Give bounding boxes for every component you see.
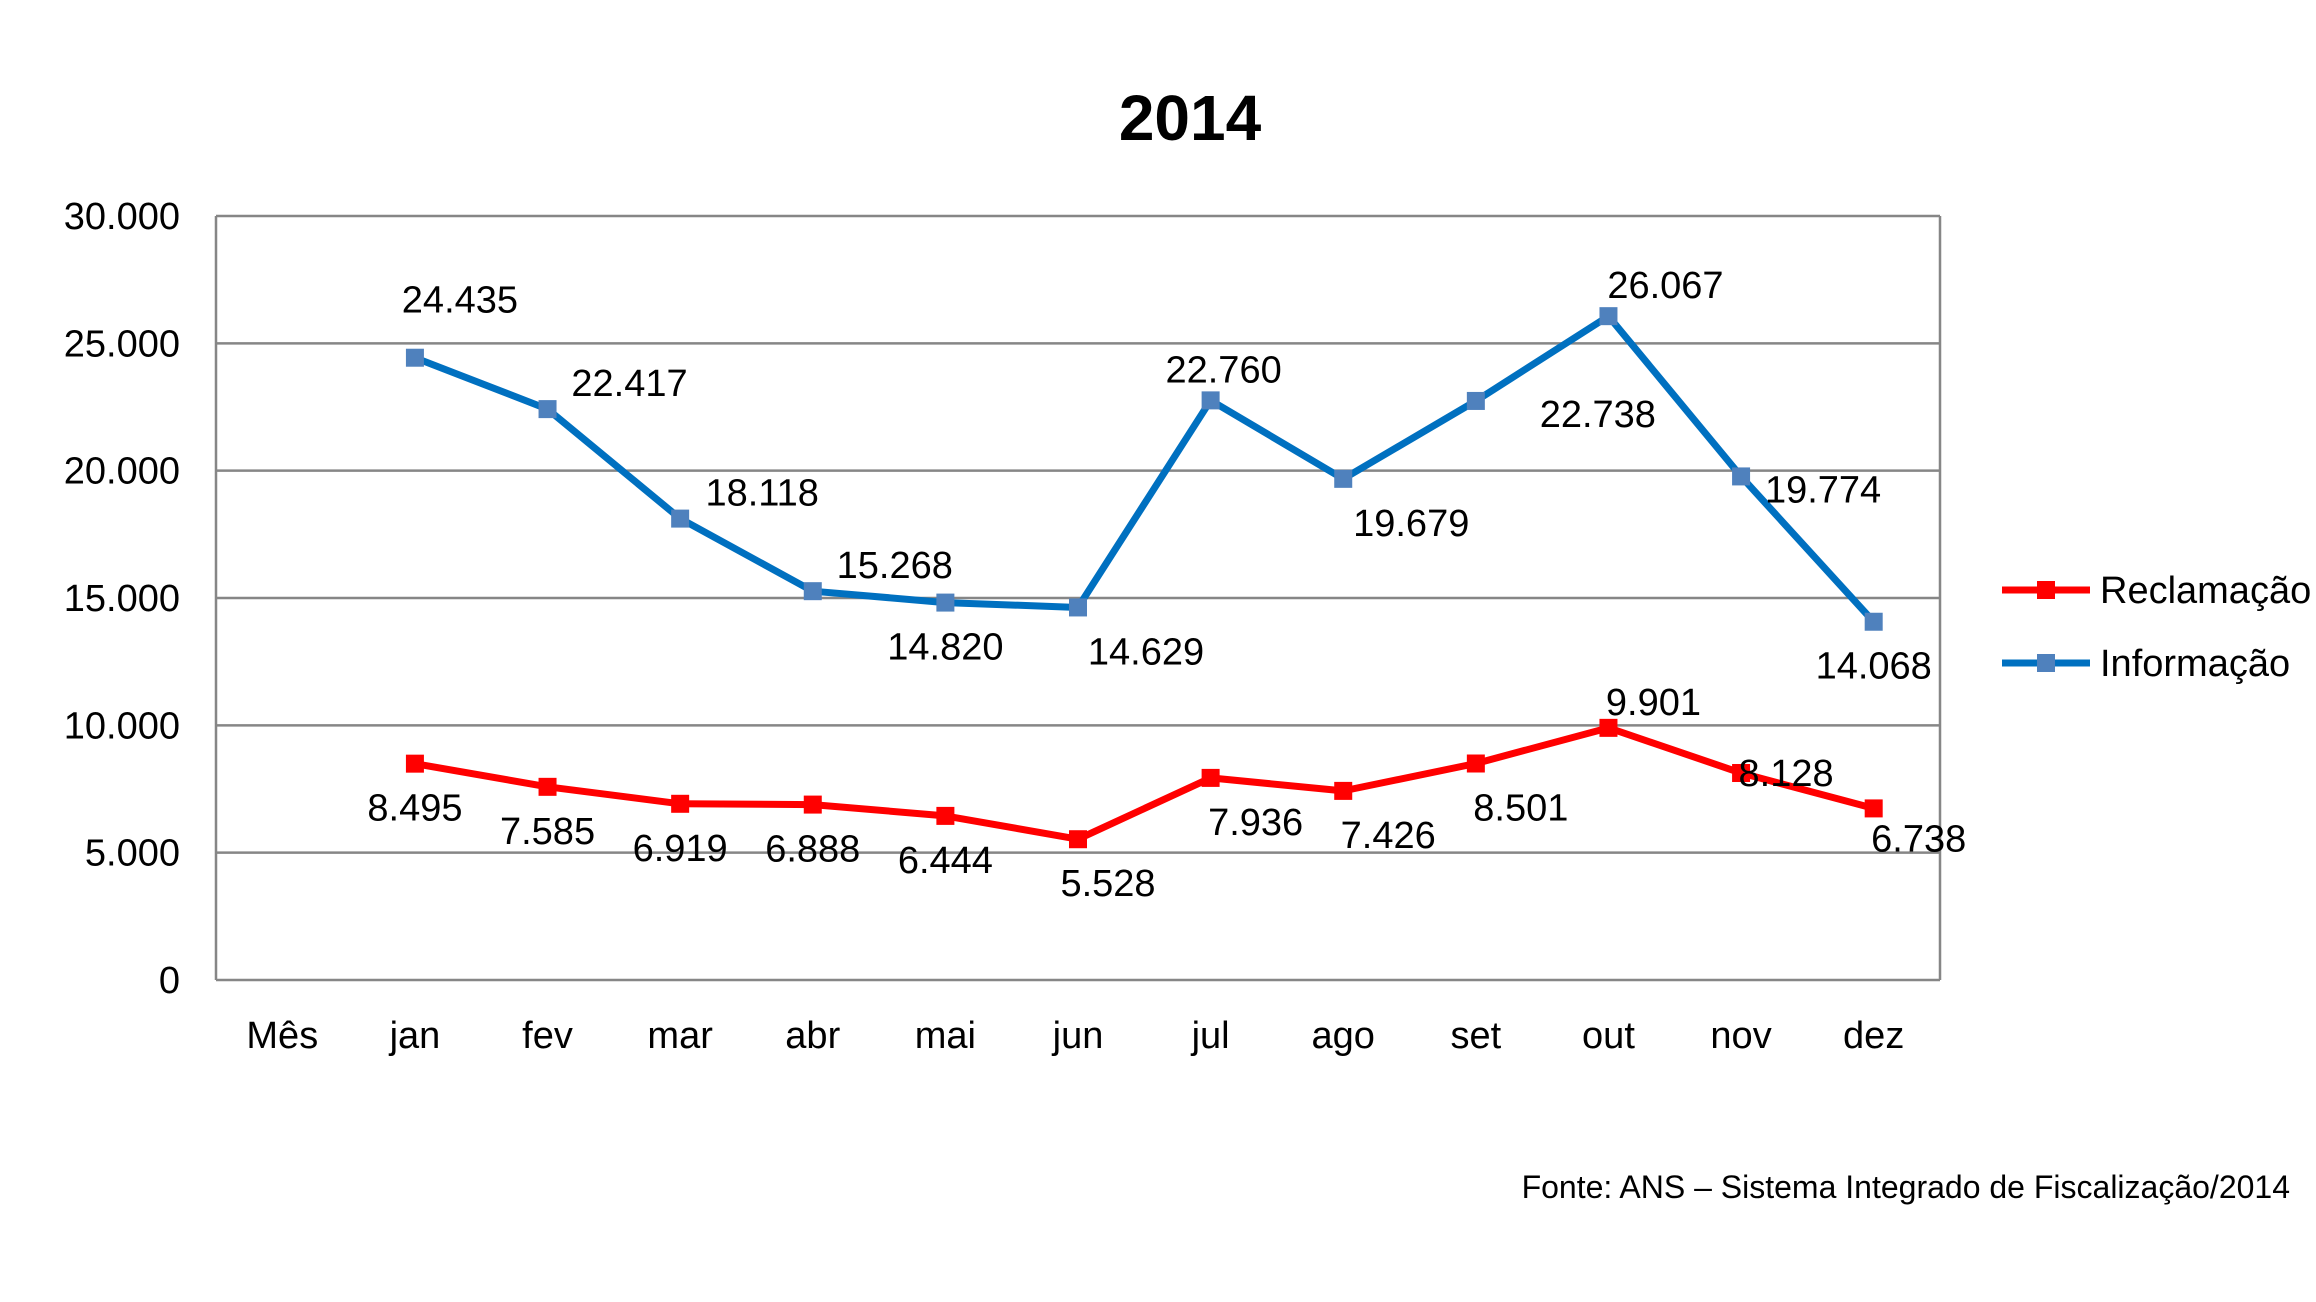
data-label: 22.417 bbox=[571, 363, 687, 405]
x-tick-label: mai bbox=[915, 1015, 976, 1057]
legend-label: Informação bbox=[2100, 643, 2290, 685]
data-label: 7.936 bbox=[1208, 802, 1303, 844]
data-label: 8.501 bbox=[1473, 788, 1568, 830]
data-point bbox=[405, 348, 424, 367]
data-label: 8.128 bbox=[1739, 753, 1834, 795]
y-tick-label: 15.000 bbox=[64, 578, 180, 620]
data-point bbox=[538, 400, 557, 419]
chart-title: 2014 bbox=[1119, 82, 1262, 154]
data-point bbox=[1732, 764, 1751, 783]
x-tick-label: nov bbox=[1710, 1015, 1771, 1057]
data-point bbox=[1864, 799, 1883, 818]
y-tick-label: 0 bbox=[159, 960, 180, 1002]
x-tick-label: jun bbox=[1052, 1015, 1104, 1057]
data-label: 24.435 bbox=[402, 280, 518, 322]
x-tick-label: set bbox=[1450, 1015, 1501, 1057]
data-label: 26.067 bbox=[1607, 265, 1723, 307]
data-label: 19.774 bbox=[1765, 469, 1881, 511]
legend-label: Reclamação bbox=[2100, 570, 2311, 612]
data-point bbox=[1732, 467, 1751, 486]
data-label: 6.888 bbox=[765, 829, 860, 871]
data-label: 6.919 bbox=[633, 828, 728, 870]
data-labels: 8.495 7.585 6.919 6.888 6.444 5.528 7.936 7.426… bbox=[367, 265, 1966, 905]
x-tick-label: Mês bbox=[246, 1015, 318, 1057]
series-line-informacao bbox=[413, 312, 1877, 625]
data-point bbox=[1466, 754, 1485, 773]
data-point bbox=[1334, 781, 1353, 800]
data-point bbox=[936, 593, 955, 612]
data-label: 14.629 bbox=[1088, 631, 1204, 673]
data-label: 5.528 bbox=[1060, 863, 1155, 905]
x-tick-label: dez bbox=[1843, 1015, 1904, 1057]
data-point bbox=[803, 582, 822, 601]
data-point bbox=[1201, 391, 1220, 410]
data-point bbox=[1466, 391, 1485, 410]
data-point bbox=[671, 794, 690, 813]
x-tick-label: fev bbox=[522, 1015, 573, 1057]
x-tick-label: out bbox=[1582, 1015, 1635, 1057]
data-point bbox=[1599, 307, 1618, 326]
series-group bbox=[405, 307, 1883, 849]
y-tick-label: 5.000 bbox=[85, 833, 180, 875]
data-point bbox=[1201, 768, 1220, 787]
data-label: 14.068 bbox=[1816, 646, 1932, 688]
data-point bbox=[1069, 830, 1087, 849]
data-label: 19.679 bbox=[1353, 503, 1469, 545]
x-tick-label: jan bbox=[389, 1015, 441, 1057]
data-label: 22.760 bbox=[1165, 349, 1281, 391]
data-label: 22.738 bbox=[1540, 394, 1656, 436]
x-tick-label: ago bbox=[1312, 1015, 1375, 1057]
y-tick-label: 25.000 bbox=[64, 323, 180, 365]
data-point bbox=[1334, 469, 1353, 488]
x-axis-ticks: Mês jan fev mar abr mai jun jul ago set out nov dez bbox=[246, 1015, 1904, 1057]
data-point bbox=[1599, 718, 1618, 737]
data-point bbox=[538, 777, 557, 796]
data-label: 8.495 bbox=[367, 788, 462, 830]
series-line-reclamacao bbox=[414, 724, 1875, 843]
data-point bbox=[671, 509, 690, 528]
x-tick-label: mar bbox=[647, 1015, 713, 1057]
data-label: 6.738 bbox=[1871, 818, 1966, 860]
data-label: 6.444 bbox=[898, 840, 993, 882]
legend-marker-1 bbox=[2037, 654, 2055, 672]
data-label: 9.901 bbox=[1606, 682, 1701, 724]
x-tick-label: jul bbox=[1191, 1015, 1230, 1057]
legend-marker-0 bbox=[2037, 581, 2055, 599]
gridlines bbox=[214, 214, 1942, 982]
data-point bbox=[936, 806, 955, 825]
data-point bbox=[803, 795, 822, 814]
data-label: 7.426 bbox=[1341, 815, 1436, 857]
data-point bbox=[1864, 612, 1883, 631]
data-point bbox=[1069, 598, 1087, 617]
data-label: 15.268 bbox=[837, 545, 953, 587]
y-tick-label: 30.000 bbox=[64, 196, 180, 238]
data-label: 14.820 bbox=[887, 627, 1003, 669]
data-point bbox=[405, 754, 424, 773]
x-tick-label: abr bbox=[785, 1015, 840, 1057]
data-label: 7.585 bbox=[500, 811, 595, 853]
y-tick-label: 20.000 bbox=[64, 451, 180, 493]
data-label: 18.118 bbox=[705, 473, 818, 515]
legend: Reclamação Informação bbox=[2002, 570, 2311, 685]
y-axis-ticks: 0 5.000 10.000 15.000 20.000 25.000 30.000 bbox=[64, 196, 180, 1002]
y-tick-label: 10.000 bbox=[64, 705, 180, 747]
source-note: Fonte: ANS – Sistema Integrado de Fiscal… bbox=[1522, 1169, 2290, 1205]
